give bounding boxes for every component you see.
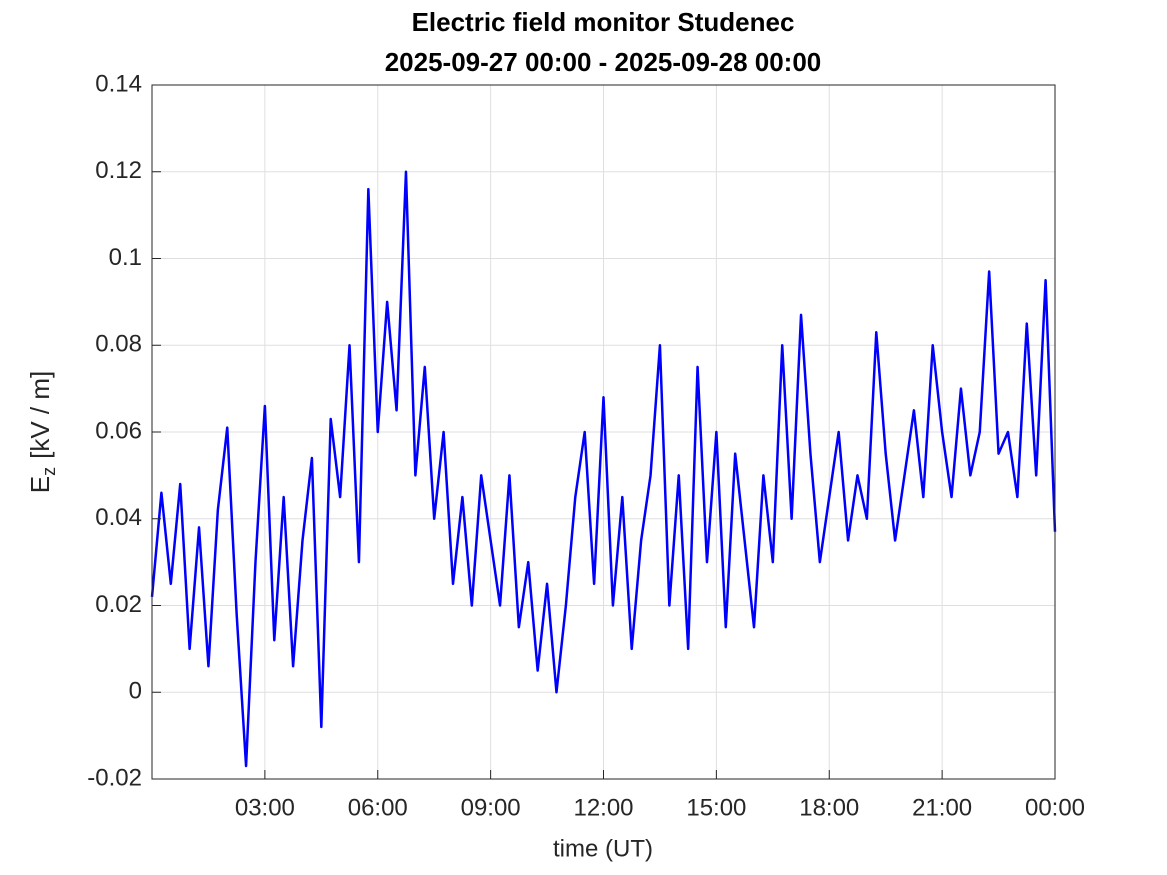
y-tick-label: 0.04	[95, 504, 142, 531]
y-tick-label: 0.02	[95, 591, 142, 618]
chart-title: Electric field monitor Studenec	[412, 7, 795, 37]
y-axis-label: Ez [kV / m]	[25, 371, 59, 493]
y-tick-label: 0.08	[95, 331, 142, 358]
x-tick-label: 15:00	[686, 794, 746, 821]
y-tick-label: -0.02	[87, 764, 142, 791]
y-tick-label: 0.12	[95, 157, 142, 184]
y-label-subscript: z	[39, 467, 59, 476]
y-label-unit: [kV / m]	[25, 371, 55, 459]
x-tick-label: 12:00	[573, 794, 633, 821]
x-tick-label: 03:00	[235, 794, 295, 821]
plot	[150, 170, 1057, 768]
y-tick-label: 0.1	[109, 244, 142, 271]
x-tick-label: 06:00	[348, 794, 408, 821]
y-label-main: E	[25, 476, 55, 493]
x-tick-label: 21:00	[912, 794, 972, 821]
y-tick-label: 0.06	[95, 417, 142, 444]
y-tick-label: 0	[129, 678, 142, 705]
chart-subtitle: 2025-09-27 00:00 - 2025-09-28 00:00	[385, 47, 822, 77]
data-line	[150, 170, 1057, 768]
x-tick-label: 00:00	[1025, 794, 1085, 821]
x-tick-label: 18:00	[799, 794, 859, 821]
x-tick-label: 09:00	[461, 794, 521, 821]
x-axis-label: time (UT)	[553, 835, 653, 862]
y-tick-label: 0.14	[95, 70, 142, 97]
